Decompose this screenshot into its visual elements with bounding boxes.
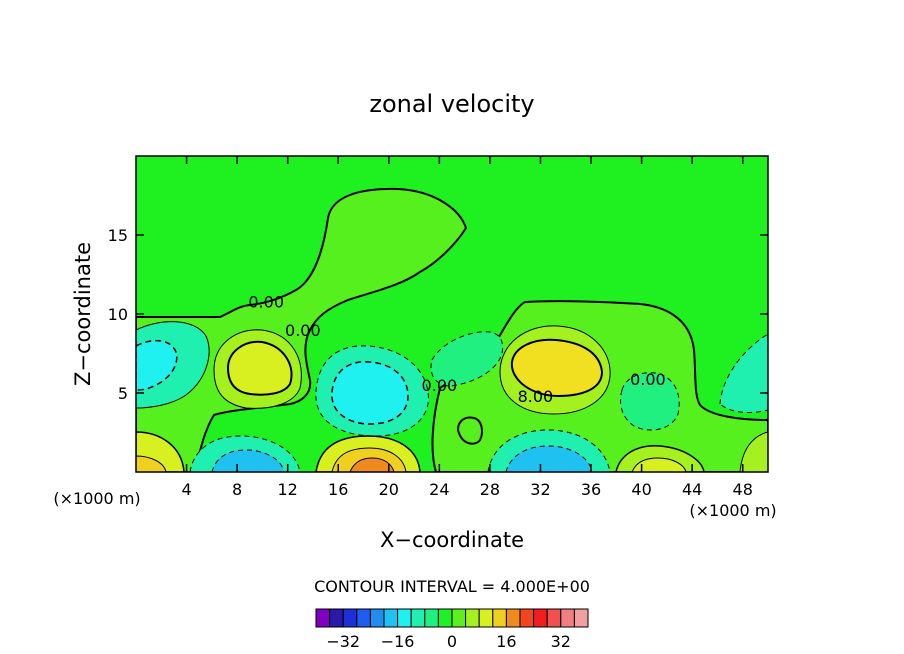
x-tick-label: 4 xyxy=(181,480,191,499)
colorbar-swatch xyxy=(546,608,562,628)
lower-max-4-core xyxy=(631,457,687,472)
x-tick-label: 12 xyxy=(278,480,298,499)
colorbar-swatch xyxy=(329,608,344,628)
x-tick-label: 40 xyxy=(631,480,651,499)
y-tick-label: 15 xyxy=(108,226,128,245)
contour-label: 8.00 xyxy=(518,387,554,406)
colorbar-swatch xyxy=(424,608,439,628)
colorbar-swatch xyxy=(533,608,548,628)
lower-right-patch xyxy=(739,431,768,472)
x-tick-label: 44 xyxy=(682,480,702,499)
colorbar-swatch xyxy=(383,608,399,628)
y-axis-ticks: 5 10 15 xyxy=(108,226,768,403)
colorbar-tick-label: −32 xyxy=(326,632,360,651)
contour-label: 0.00 xyxy=(630,370,666,389)
x-tick-label: 48 xyxy=(733,480,753,499)
colorbar-tick-label: 32 xyxy=(551,632,571,651)
x-axis-label: X−coordinate xyxy=(380,528,524,552)
x-tick-label: 16 xyxy=(328,480,348,499)
chart-title: zonal velocity xyxy=(369,90,534,118)
colorbar-swatch xyxy=(465,608,480,628)
colorbar-swatch xyxy=(505,608,521,628)
colorbar-swatch xyxy=(437,608,453,628)
colorbar xyxy=(315,608,589,628)
y-axis-label: Z−coordinate xyxy=(71,242,95,386)
lower-min-1-core xyxy=(211,449,285,472)
lower-band-left-max-core xyxy=(136,455,167,472)
contour-labels: 0.000.000.008.000.00 xyxy=(248,292,665,406)
x-tick-label: 8 xyxy=(232,480,242,499)
x-tick-label: 20 xyxy=(379,480,399,499)
x-unit-right: (×1000 m) xyxy=(689,501,776,520)
x-tick-label: 36 xyxy=(581,480,601,499)
left-max-core xyxy=(226,340,293,396)
y-tick-label: 5 xyxy=(118,384,128,403)
x-tick-label: 32 xyxy=(530,480,550,499)
colorbar-swatch xyxy=(356,608,371,628)
colorbar-swatch xyxy=(410,608,426,628)
small-loop xyxy=(456,416,483,445)
colorbar-swatch xyxy=(315,608,331,628)
x-unit-left: (×1000 m) xyxy=(53,489,140,508)
contour-interval-text: CONTOUR INTERVAL = 4.000E+00 xyxy=(314,577,590,596)
colorbar-swatch xyxy=(560,608,575,628)
lower-min-3-core xyxy=(505,445,593,472)
y-tick-label: 10 xyxy=(108,305,128,324)
colorbar-swatch xyxy=(519,608,535,628)
x-tick-label: 28 xyxy=(480,480,500,499)
plume-region xyxy=(136,187,468,472)
contour-label: 0.00 xyxy=(248,292,284,311)
colorbar-tick-label: 16 xyxy=(496,632,516,651)
right-weak-min xyxy=(620,372,680,431)
far-right-min xyxy=(719,333,768,413)
colorbar-swatch xyxy=(342,608,358,628)
colorbar-tick-label: 0 xyxy=(447,632,457,651)
colorbar-swatch xyxy=(397,608,412,628)
lower-max-2-core xyxy=(349,457,395,472)
contour-label: 0.00 xyxy=(285,321,321,340)
x-axis-ticks: 4 8 12 16 20 24 28 32 36 40 44 48 xyxy=(181,156,753,499)
colorbar-ticks: −32 −16 0 16 32 xyxy=(326,632,571,651)
contour-label: 0.00 xyxy=(422,376,458,395)
colorbar-swatch xyxy=(369,608,385,628)
left-min-core xyxy=(136,339,178,391)
weak-min-patch xyxy=(430,331,504,387)
colorbar-swatch xyxy=(573,608,589,628)
central-min-core xyxy=(331,361,409,425)
colorbar-swatch xyxy=(492,608,507,628)
colorbar-swatch xyxy=(451,608,467,628)
colorbar-swatch xyxy=(478,608,494,628)
colorbar-tick-label: −16 xyxy=(381,632,415,651)
contour-field: 0.000.000.008.000.00 xyxy=(136,156,768,472)
right-max-core xyxy=(510,338,604,398)
x-tick-label: 24 xyxy=(429,480,449,499)
